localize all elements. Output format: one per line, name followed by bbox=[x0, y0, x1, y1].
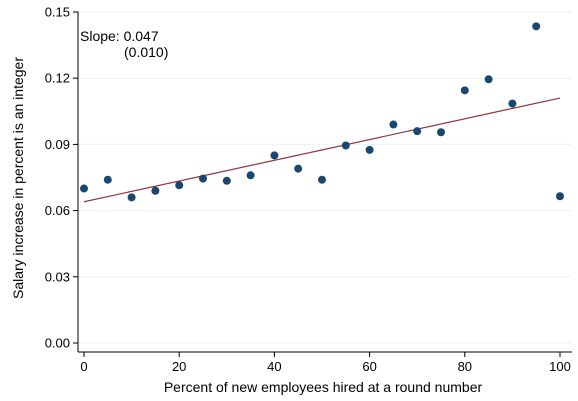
y-tick-label-5: 0.15 bbox=[45, 5, 70, 20]
data-point-1 bbox=[103, 175, 112, 184]
data-point-16 bbox=[460, 86, 469, 95]
axes bbox=[73, 11, 572, 357]
x-tick-label-4: 80 bbox=[458, 359, 472, 374]
data-point-18 bbox=[508, 99, 517, 108]
data-point-13 bbox=[389, 120, 398, 129]
axis-labels: 0.00 0.03 0.06 0.09 0.12 0.15 0 20 40 60 80 100 bbox=[45, 5, 571, 375]
y-tick-label-0: 0.00 bbox=[45, 336, 70, 351]
x-tick-label-5: 100 bbox=[549, 359, 571, 374]
fit-line-layer bbox=[83, 97, 561, 203]
data-point-11 bbox=[341, 141, 350, 150]
y-tick-label-2: 0.06 bbox=[45, 203, 70, 218]
data-point-4 bbox=[175, 181, 184, 190]
data-point-15 bbox=[437, 128, 445, 137]
data-point-0 bbox=[80, 184, 88, 193]
slope-annotation-line1: Slope: 0.047 bbox=[80, 28, 159, 44]
data-point-9 bbox=[294, 164, 303, 173]
data-point-19 bbox=[532, 22, 541, 31]
grid-lines bbox=[78, 11, 572, 344]
data-point-7 bbox=[246, 171, 255, 180]
fit-line bbox=[83, 97, 561, 203]
data-point-14 bbox=[413, 127, 422, 136]
data-points bbox=[80, 22, 564, 202]
data-point-17 bbox=[484, 75, 493, 84]
y-tick-label-4: 0.12 bbox=[45, 71, 70, 86]
x-tick-label-2: 40 bbox=[267, 359, 281, 374]
data-point-5 bbox=[199, 174, 207, 183]
data-point-8 bbox=[270, 151, 279, 160]
x-tick-label-1: 20 bbox=[172, 359, 186, 374]
x-tick-label-0: 0 bbox=[80, 359, 87, 374]
data-point-3 bbox=[151, 186, 160, 195]
x-axis-title: Percent of new employees hired at a roun… bbox=[164, 379, 483, 395]
y-axis-title: Salary increase in percent is an integer bbox=[10, 57, 26, 299]
data-point-20 bbox=[556, 192, 564, 201]
y-tick-label-3: 0.09 bbox=[45, 137, 70, 152]
data-point-12 bbox=[365, 145, 374, 154]
data-point-10 bbox=[318, 175, 326, 184]
y-tick-label-1: 0.03 bbox=[45, 269, 70, 284]
x-tick-label-3: 60 bbox=[362, 359, 376, 374]
data-point-6 bbox=[222, 176, 231, 185]
slope-annotation-line2: (0.010) bbox=[124, 44, 168, 60]
data-point-2 bbox=[127, 193, 136, 202]
